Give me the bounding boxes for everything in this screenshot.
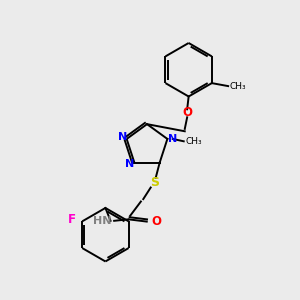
Text: F: F — [68, 213, 76, 226]
Text: O: O — [182, 106, 192, 119]
Text: N: N — [167, 134, 177, 144]
Text: CH₃: CH₃ — [185, 137, 202, 146]
Text: N: N — [118, 132, 127, 142]
Text: N: N — [125, 159, 134, 169]
Text: HN: HN — [93, 216, 111, 226]
Text: CH₃: CH₃ — [230, 82, 246, 91]
Text: S: S — [150, 176, 159, 189]
Text: O: O — [151, 215, 161, 228]
